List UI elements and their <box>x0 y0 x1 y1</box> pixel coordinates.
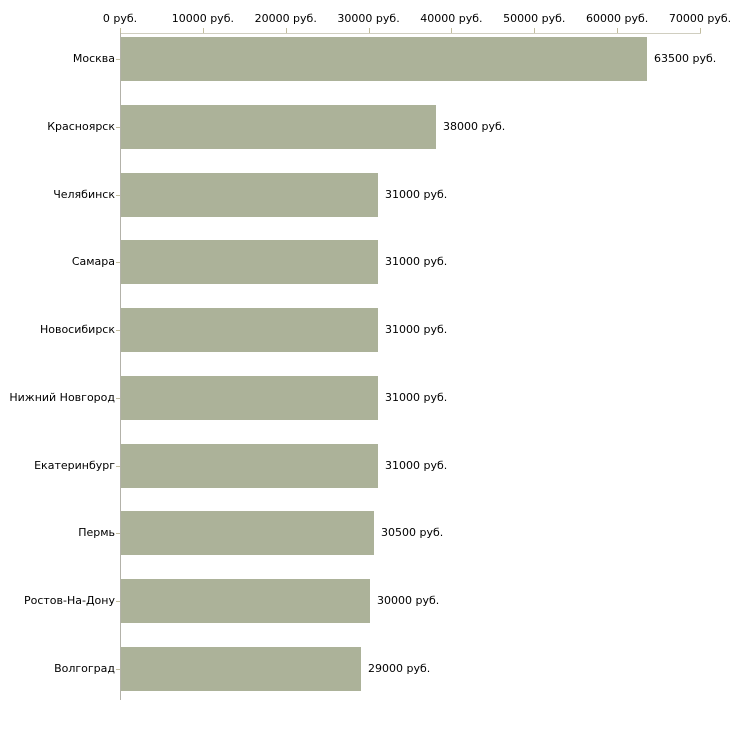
x-axis-tick-mark <box>451 28 453 33</box>
category-label: Челябинск <box>53 188 115 201</box>
x-axis-tick-label: 30000 руб. <box>337 12 400 25</box>
category-tick-mark <box>116 59 120 60</box>
category-tick-mark <box>116 195 120 196</box>
category-tick-mark <box>116 466 120 467</box>
bar <box>121 376 378 420</box>
bar-value-label: 31000 руб. <box>385 459 448 472</box>
x-axis-tick-mark <box>285 28 287 33</box>
category-tick-mark <box>116 669 120 670</box>
bar <box>121 240 378 284</box>
bar <box>121 511 374 555</box>
bar-value-label: 63500 руб. <box>654 52 717 65</box>
x-axis-tick-mark <box>120 28 121 33</box>
category-label: Пермь <box>78 526 115 539</box>
category-label: Волгоград <box>54 662 115 675</box>
bar-value-label: 31000 руб. <box>385 188 448 201</box>
category-tick-mark <box>116 601 120 602</box>
bar <box>121 444 378 488</box>
bar-value-label: 30000 руб. <box>377 594 440 607</box>
x-axis-tick-label: 20000 руб. <box>254 12 317 25</box>
x-axis-tick-label: 60000 руб. <box>586 12 649 25</box>
bar-value-label: 31000 руб. <box>385 323 448 336</box>
category-tick-mark <box>116 533 120 534</box>
x-axis-tick-mark <box>368 28 370 33</box>
bar <box>121 308 378 352</box>
bar <box>121 173 378 217</box>
x-axis-tick-label: 70000 руб. <box>668 12 730 25</box>
category-label: Ростов-На-Дону <box>23 594 115 607</box>
bar-value-label: 29000 руб. <box>368 662 431 675</box>
category-label: Новосибирск <box>39 323 115 336</box>
category-tick-mark <box>116 330 120 331</box>
category-label: Красноярск <box>47 120 115 133</box>
category-tick-mark <box>116 127 120 128</box>
x-axis-tick-label: 0 руб. <box>102 12 138 25</box>
category-label: Москва <box>72 52 115 65</box>
category-tick-mark <box>116 262 120 263</box>
x-axis-line <box>120 33 701 34</box>
x-axis-tick-mark <box>700 28 701 33</box>
category-label: Самара <box>71 255 115 268</box>
bar <box>121 37 647 81</box>
x-axis-tick-mark <box>617 28 619 33</box>
bar-value-label: 38000 руб. <box>443 120 506 133</box>
x-axis-tick-mark <box>534 28 536 33</box>
bar <box>121 647 361 691</box>
bar-value-label: 30500 руб. <box>381 526 444 539</box>
bar <box>121 105 436 149</box>
category-label: Екатеринбург <box>34 459 115 472</box>
category-tick-mark <box>116 398 120 399</box>
y-axis-line <box>120 33 121 700</box>
x-axis-tick-label: 10000 руб. <box>171 12 234 25</box>
x-axis-tick-mark <box>202 28 204 33</box>
x-axis-tick-label: 40000 руб. <box>420 12 483 25</box>
category-label: Нижний Новгород <box>9 391 115 404</box>
bar-value-label: 31000 руб. <box>385 255 448 268</box>
bar <box>121 579 370 623</box>
bar-value-label: 31000 руб. <box>385 391 448 404</box>
x-axis-tick-label: 50000 руб. <box>503 12 566 25</box>
